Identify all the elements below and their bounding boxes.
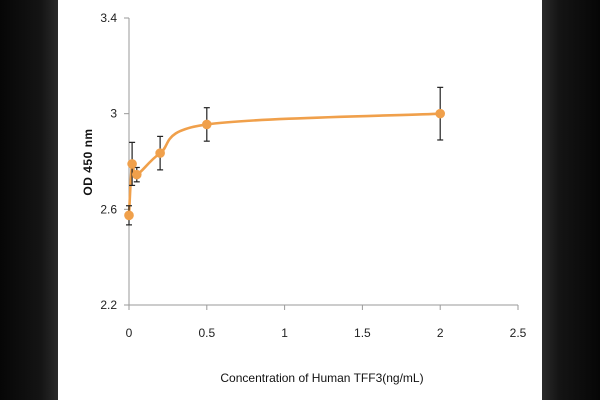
axes [128, 18, 518, 306]
x-tick-label: 0.5 [198, 326, 215, 340]
data-point [131, 169, 142, 180]
y-tick-label: 3 [110, 107, 117, 121]
x-axis-title: Concentration of Human TFF3(ng/mL) [220, 371, 423, 385]
x-tick-label: 2 [437, 326, 444, 340]
right-dark-border [542, 0, 600, 400]
left-dark-border [0, 0, 58, 400]
error-bars [126, 86, 444, 226]
series-line [127, 112, 442, 217]
x-tick-label: 1.5 [354, 326, 371, 340]
y-tick-label: 2.6 [100, 202, 117, 216]
data-point [202, 119, 212, 130]
x-tick-label: 0 [126, 326, 133, 340]
y-tick-label: 3.4 [100, 11, 117, 25]
y-tick-labels: 2.2 2.6 3 3.4 [100, 11, 129, 312]
x-tick-label: 2.5 [510, 326, 527, 340]
data-point [435, 108, 446, 119]
data-point [127, 159, 137, 169]
y-axis-title: OD 450 nm [81, 128, 95, 195]
x-tick-labels: 0 0.5 1 1.5 2 2.5 [126, 305, 527, 340]
data-point [155, 148, 165, 158]
data-point [124, 210, 134, 221]
data-points [124, 108, 446, 221]
x-tick-label: 1 [281, 326, 288, 340]
y-tick-label: 2.2 [100, 298, 117, 312]
